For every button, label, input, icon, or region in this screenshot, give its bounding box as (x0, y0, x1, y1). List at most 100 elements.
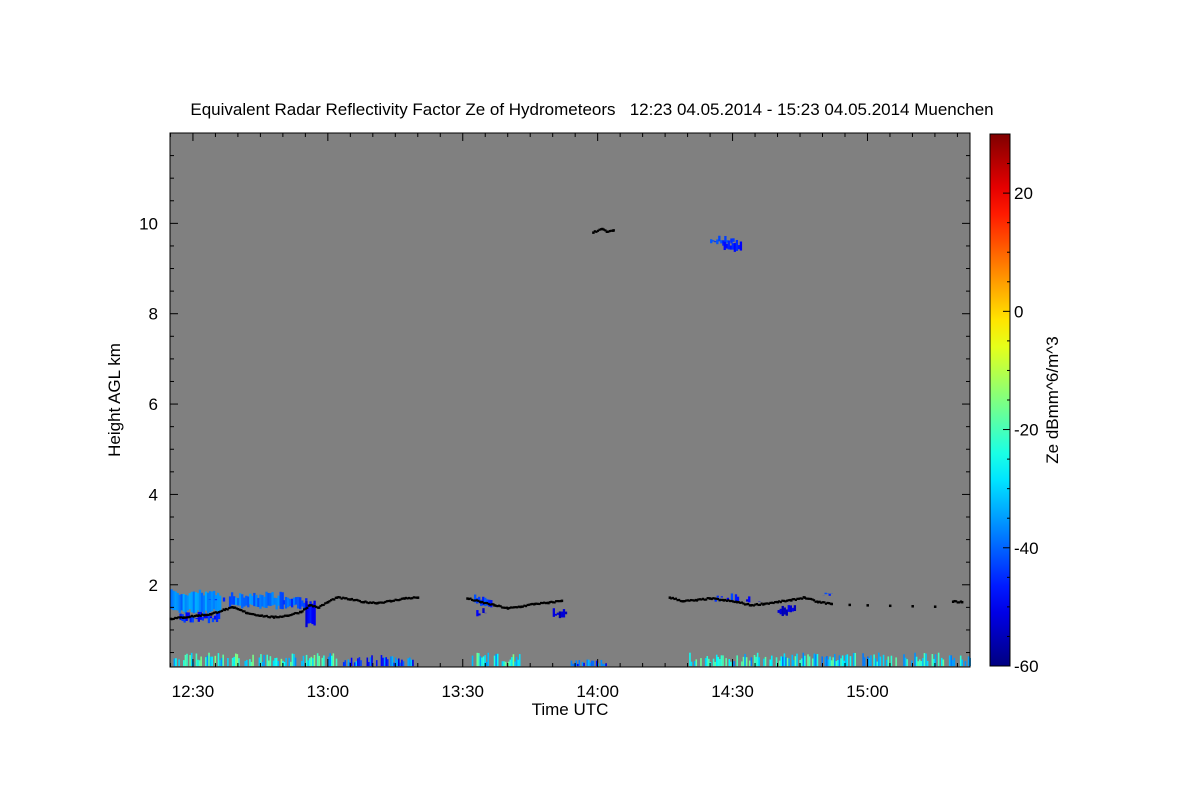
clutter-cell (480, 656, 482, 666)
clutter-cell (412, 660, 414, 666)
echo-cell (251, 596, 253, 605)
clutter-cell (796, 654, 798, 666)
clutter-cell (232, 658, 234, 666)
clutter-cell (288, 658, 290, 666)
cloud-base-point (866, 604, 869, 607)
clutter-cell (785, 657, 787, 666)
echo-cell (291, 599, 293, 608)
clutter-cell (801, 658, 803, 666)
clutter-cell (751, 657, 753, 666)
clutter-cell (382, 658, 384, 666)
clutter-cell (875, 658, 877, 666)
clutter-cell (870, 655, 872, 666)
clutter-cell (604, 664, 606, 666)
echo-cell (235, 598, 237, 605)
echo-cell (738, 245, 740, 249)
clutter-cell (511, 657, 513, 666)
x-tick-label: 15:00 (846, 682, 889, 701)
echo-cell (555, 614, 557, 616)
echo-cell (778, 610, 780, 613)
echo-cell (267, 593, 269, 606)
clutter-cell (837, 660, 839, 666)
clutter-cell (840, 658, 842, 666)
clutter-cell (178, 659, 180, 666)
clutter-cell (175, 658, 177, 666)
echo-cell (782, 606, 784, 616)
clutter-cell (588, 660, 590, 666)
cloud-base-point (306, 607, 308, 609)
clutter-cell (925, 654, 927, 667)
echo-cell (728, 241, 730, 249)
cloud-base-point (612, 229, 615, 232)
clutter-cell (952, 660, 954, 666)
echo-cell (185, 595, 187, 614)
clutter-cell (586, 660, 588, 666)
clutter-cell (183, 660, 185, 666)
clutter-cell (719, 659, 721, 666)
clutter-cell (478, 653, 480, 666)
colorbar-tick-label: -60 (1014, 657, 1039, 676)
clutter-cell (502, 661, 504, 666)
clutter-cell (815, 654, 817, 666)
echo-cell (187, 596, 189, 611)
echo-cell (295, 597, 297, 605)
clutter-cell (579, 660, 581, 666)
echo-cell (790, 605, 792, 612)
clutter-cell (572, 664, 574, 666)
clutter-cell (826, 656, 828, 666)
clutter-cell (814, 654, 816, 667)
clutter-cell (483, 656, 485, 666)
clutter-cell (950, 655, 952, 666)
echo-cell (737, 597, 739, 601)
clutter-cell (222, 655, 224, 666)
echo-cell (247, 596, 249, 607)
echo-cell (279, 592, 281, 609)
echo-cell (229, 596, 231, 607)
clutter-cell (403, 661, 405, 666)
clutter-cell (354, 662, 356, 666)
clutter-cell (472, 656, 474, 666)
echo-cell (565, 612, 567, 615)
echo-cell (255, 595, 257, 607)
clutter-cell (219, 660, 221, 666)
x-tick-label: 12:30 (172, 682, 215, 701)
clutter-cell (914, 653, 916, 666)
clutter-cell (842, 655, 844, 666)
clutter-cell (924, 653, 926, 666)
echo-cell (207, 593, 209, 613)
clutter-cell (516, 657, 518, 666)
clutter-cell (850, 656, 852, 666)
clutter-cell (367, 658, 369, 667)
echo-cell (732, 238, 734, 242)
clutter-cell (306, 655, 308, 666)
clutter-cell (513, 654, 515, 666)
clutter-cell (831, 660, 833, 666)
echo-cell (786, 609, 788, 615)
clutter-cell (351, 658, 353, 666)
clutter-cell (370, 657, 372, 666)
cloud-base-point (301, 610, 303, 612)
clutter-cell (771, 656, 773, 666)
echo-cell (212, 618, 214, 622)
echo-cell (191, 592, 193, 613)
clutter-cell (274, 658, 276, 666)
cloud-base-point (889, 605, 892, 608)
clutter-cell (407, 658, 409, 666)
clutter-cell (853, 653, 855, 666)
clutter-cell (207, 656, 209, 667)
clutter-cell (284, 662, 286, 666)
colorbar-tick-label: 20 (1014, 184, 1033, 203)
clutter-cell (293, 654, 295, 666)
clutter-cell (317, 653, 319, 666)
cloud-base-point (830, 603, 833, 606)
cloud-base-point (848, 604, 851, 607)
clutter-cell (197, 660, 199, 666)
clutter-cell (954, 658, 956, 666)
echo-cell (261, 595, 263, 606)
clutter-cell (268, 661, 270, 667)
clutter-cell (281, 659, 283, 666)
clutter-cell (357, 658, 359, 666)
clutter-cell (780, 656, 782, 666)
clutter-cell (590, 662, 592, 666)
clutter-cell (495, 654, 497, 666)
